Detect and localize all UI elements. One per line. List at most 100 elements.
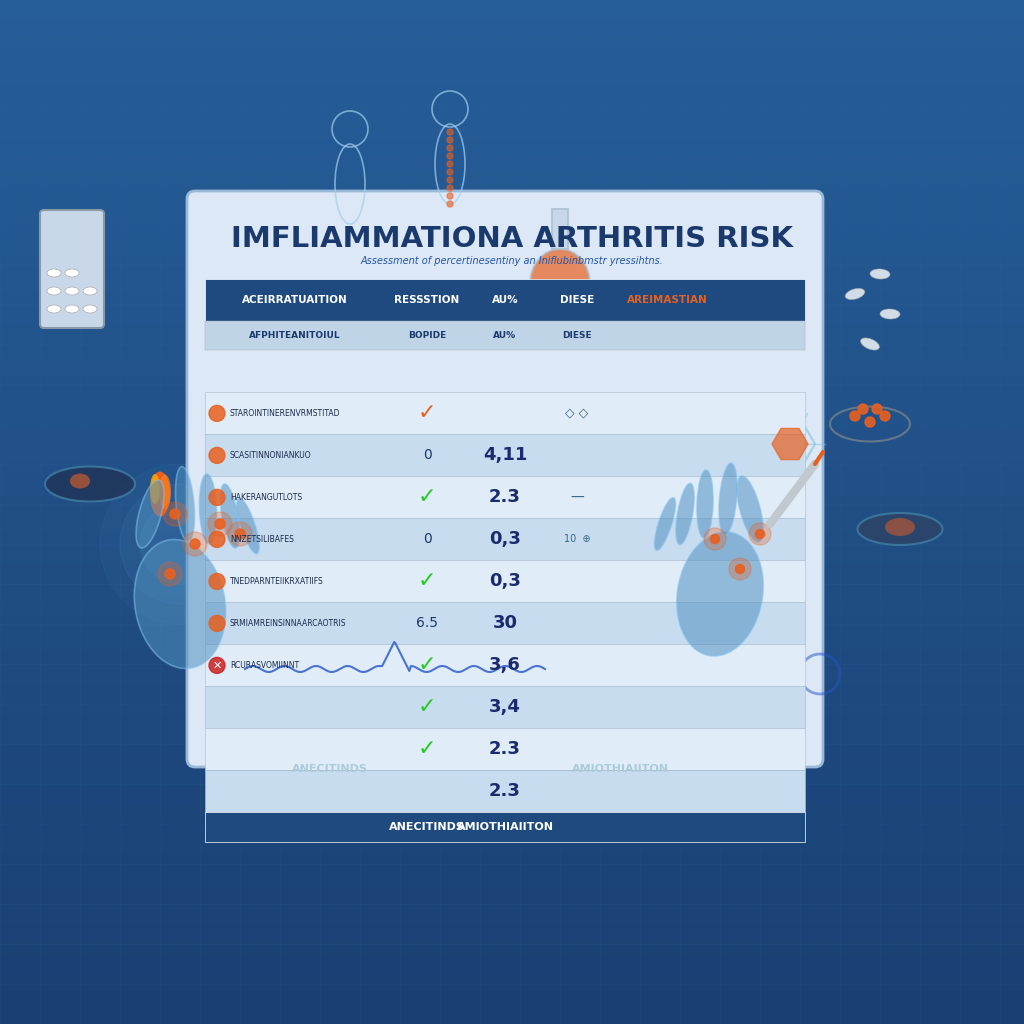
Bar — [0, 853, 1024, 870]
Ellipse shape — [677, 532, 763, 656]
Circle shape — [447, 177, 453, 183]
Circle shape — [234, 529, 245, 539]
Bar — [0, 17, 1024, 34]
Text: AFPHITEANITOIUL: AFPHITEANITOIUL — [249, 331, 341, 340]
Bar — [0, 597, 1024, 614]
Bar — [0, 154, 1024, 171]
Text: 2.3: 2.3 — [489, 488, 521, 507]
Bar — [205, 392, 805, 434]
Text: —: — — [570, 490, 584, 505]
Circle shape — [140, 504, 220, 584]
Circle shape — [120, 484, 240, 604]
Bar — [0, 717, 1024, 734]
Bar — [205, 812, 805, 842]
Text: 30: 30 — [493, 614, 517, 633]
Text: ✓: ✓ — [418, 739, 436, 760]
Text: 6.5: 6.5 — [416, 616, 438, 631]
Bar — [0, 307, 1024, 325]
Text: RESSSTION: RESSSTION — [394, 295, 460, 305]
Ellipse shape — [220, 484, 240, 548]
Text: ✕: ✕ — [212, 660, 221, 671]
Bar — [0, 666, 1024, 683]
Text: AMIOTHIAIITON: AMIOTHIAIITON — [571, 764, 669, 774]
Ellipse shape — [65, 269, 79, 278]
Bar — [0, 102, 1024, 120]
Bar — [205, 728, 805, 770]
Text: STAROINTINERENVRMSTITAD: STAROINTINERENVRMSTITAD — [230, 409, 341, 418]
Circle shape — [170, 509, 180, 519]
Bar — [0, 939, 1024, 955]
Text: SCASITINNONIANKUO: SCASITINNONIANKUO — [230, 451, 311, 460]
Circle shape — [447, 169, 453, 175]
Bar — [0, 751, 1024, 768]
Bar — [0, 495, 1024, 512]
Bar — [0, 990, 1024, 1007]
Circle shape — [215, 519, 225, 529]
Circle shape — [749, 523, 771, 545]
Circle shape — [660, 474, 780, 594]
Text: AMIOTHIAIITON: AMIOTHIAIITON — [457, 822, 554, 833]
Text: ANECITINDS: ANECITINDS — [389, 822, 465, 833]
Text: 0,3: 0,3 — [489, 572, 521, 591]
FancyBboxPatch shape — [187, 191, 823, 767]
Ellipse shape — [150, 471, 170, 516]
Circle shape — [850, 411, 860, 421]
Circle shape — [209, 447, 225, 464]
Circle shape — [165, 569, 175, 579]
Bar — [0, 614, 1024, 632]
Bar — [0, 0, 1024, 17]
Bar — [0, 341, 1024, 358]
Bar — [0, 785, 1024, 802]
Bar — [0, 427, 1024, 443]
Bar — [0, 273, 1024, 290]
Bar — [205, 518, 805, 560]
Circle shape — [208, 512, 232, 536]
Bar — [0, 222, 1024, 239]
Bar — [0, 51, 1024, 69]
Bar — [0, 768, 1024, 785]
Bar — [205, 770, 805, 812]
Bar — [205, 560, 805, 602]
Ellipse shape — [885, 518, 915, 536]
Ellipse shape — [45, 467, 135, 502]
Ellipse shape — [676, 483, 694, 545]
Text: RCURASVOMIINNT: RCURASVOMIINNT — [230, 660, 299, 670]
Circle shape — [680, 494, 760, 574]
Bar — [0, 870, 1024, 888]
Ellipse shape — [654, 498, 676, 550]
Text: 10  ⊕: 10 ⊕ — [563, 535, 590, 545]
Bar — [0, 973, 1024, 990]
Ellipse shape — [47, 269, 61, 278]
Circle shape — [858, 404, 868, 414]
Bar — [0, 648, 1024, 666]
Bar — [205, 644, 805, 686]
Bar — [0, 819, 1024, 837]
Bar — [0, 69, 1024, 85]
Ellipse shape — [47, 287, 61, 295]
Bar — [0, 205, 1024, 222]
Circle shape — [865, 417, 874, 427]
Text: AU%: AU% — [494, 331, 516, 340]
Circle shape — [880, 411, 890, 421]
Bar — [0, 563, 1024, 581]
Circle shape — [735, 564, 744, 573]
Ellipse shape — [65, 287, 79, 295]
Text: 3,6: 3,6 — [489, 656, 521, 675]
Ellipse shape — [47, 305, 61, 313]
Bar — [0, 34, 1024, 51]
Text: ACEIRRATUAITION: ACEIRRATUAITION — [242, 295, 348, 305]
Bar — [0, 699, 1024, 717]
Text: ✓: ✓ — [418, 697, 436, 718]
Text: ✓: ✓ — [418, 655, 436, 676]
Bar — [0, 461, 1024, 478]
Circle shape — [447, 193, 453, 199]
Ellipse shape — [870, 269, 890, 280]
Bar — [0, 478, 1024, 495]
Ellipse shape — [697, 470, 713, 538]
Circle shape — [158, 562, 182, 586]
Text: 4,11: 4,11 — [482, 446, 527, 465]
Bar — [0, 922, 1024, 939]
Circle shape — [228, 522, 252, 546]
Text: DIESE: DIESE — [562, 331, 592, 340]
Text: 2.3: 2.3 — [489, 740, 521, 759]
